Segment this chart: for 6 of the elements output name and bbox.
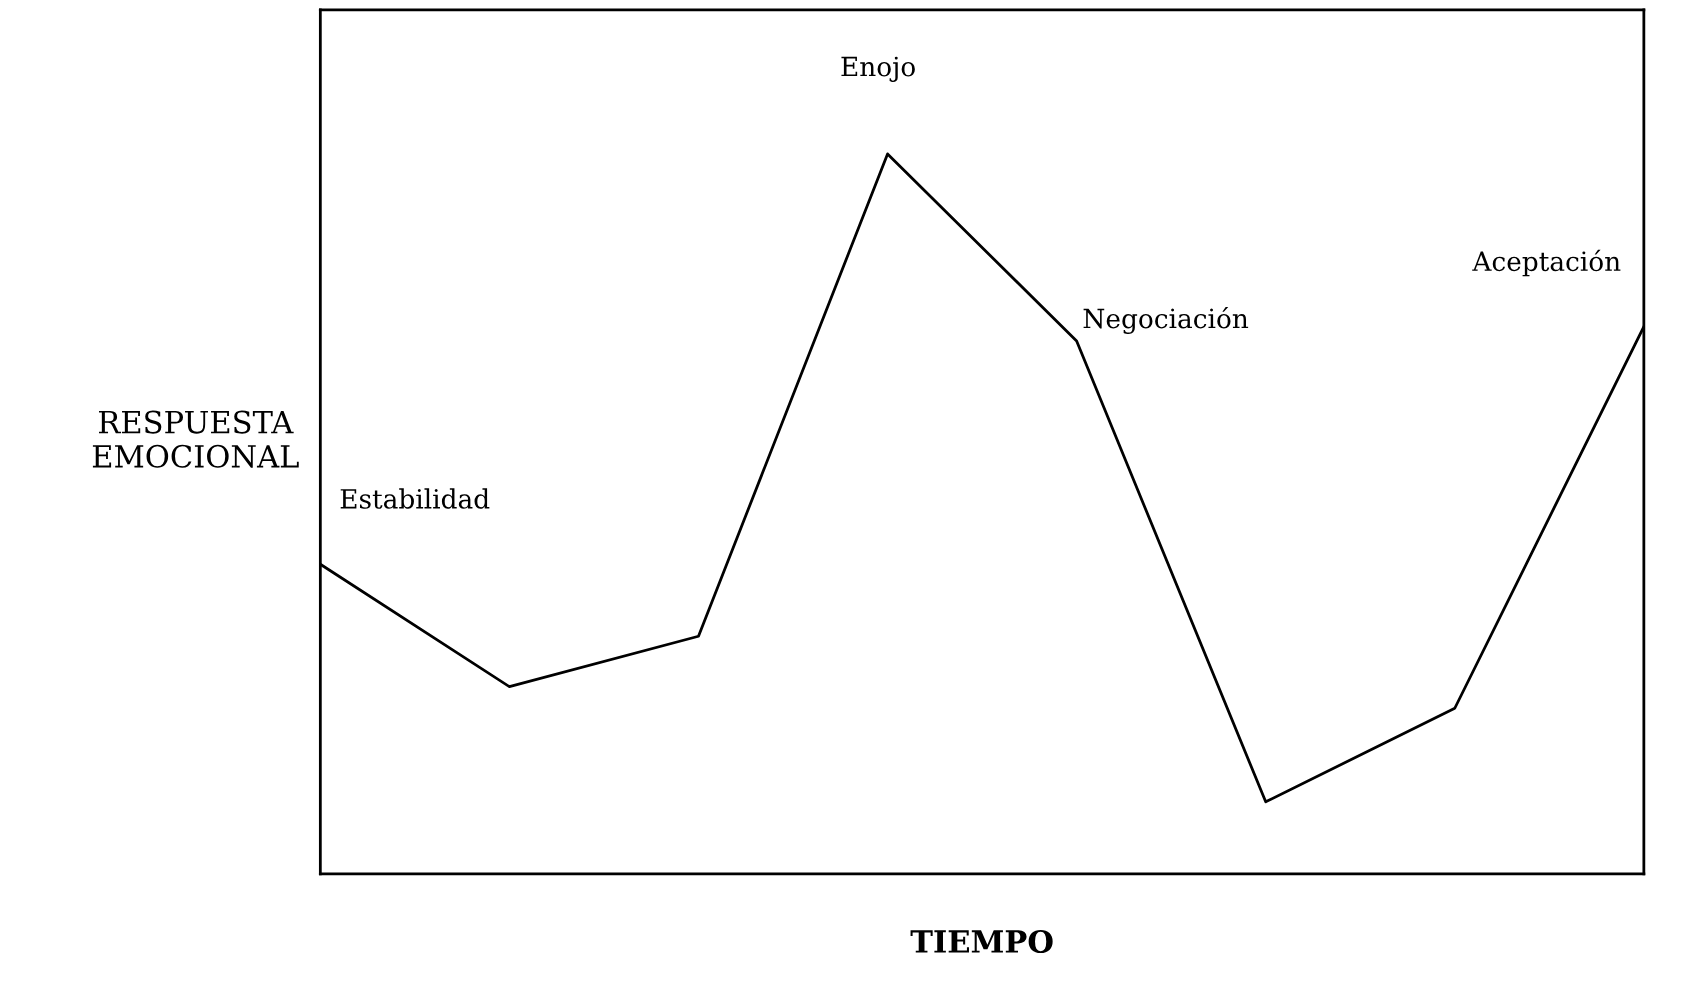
- annotation: Aceptación: [1472, 249, 1621, 277]
- text: Enojo: [841, 56, 915, 82]
- x-axis-title: TIEMPO: [910, 929, 1053, 954]
- annotation: Negociación: [1083, 306, 1249, 334]
- y-axis-title: RESPUESTA EMOCIONAL: [92, 410, 299, 468]
- annotation: Estabilidad: [340, 488, 490, 509]
